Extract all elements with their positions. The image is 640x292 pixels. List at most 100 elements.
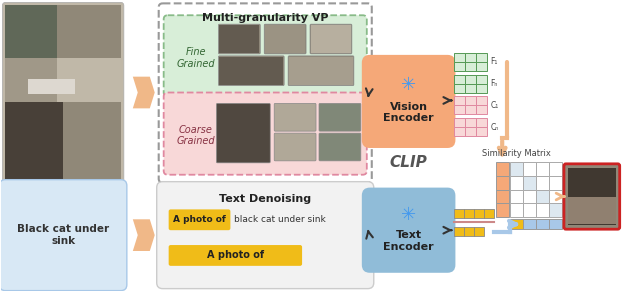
Polygon shape bbox=[133, 219, 155, 251]
Bar bbox=[510, 162, 523, 176]
Bar bbox=[523, 162, 536, 176]
Polygon shape bbox=[133, 77, 155, 108]
Bar bbox=[465, 84, 476, 93]
Bar bbox=[474, 227, 484, 236]
Bar bbox=[58, 5, 121, 58]
FancyBboxPatch shape bbox=[274, 133, 316, 161]
Bar bbox=[465, 53, 476, 62]
Bar bbox=[454, 96, 465, 105]
FancyBboxPatch shape bbox=[264, 24, 306, 54]
Bar bbox=[465, 62, 476, 71]
Bar bbox=[474, 209, 484, 218]
Bar bbox=[220, 25, 259, 53]
FancyBboxPatch shape bbox=[564, 164, 620, 229]
Bar bbox=[454, 75, 465, 84]
FancyBboxPatch shape bbox=[218, 24, 260, 54]
FancyBboxPatch shape bbox=[3, 2, 124, 185]
Bar bbox=[523, 176, 536, 190]
FancyBboxPatch shape bbox=[274, 103, 316, 131]
Bar bbox=[220, 57, 283, 85]
Text: Fₙ: Fₙ bbox=[490, 79, 498, 88]
Bar bbox=[549, 219, 562, 229]
FancyBboxPatch shape bbox=[159, 4, 372, 183]
Bar bbox=[5, 58, 58, 102]
Bar bbox=[549, 204, 562, 217]
Bar bbox=[536, 190, 549, 204]
FancyBboxPatch shape bbox=[0, 180, 127, 291]
Bar bbox=[523, 219, 536, 229]
FancyBboxPatch shape bbox=[319, 133, 361, 161]
Bar bbox=[476, 105, 487, 114]
Bar bbox=[465, 96, 476, 105]
Bar bbox=[465, 127, 476, 136]
Bar bbox=[265, 25, 305, 53]
Bar bbox=[549, 176, 562, 190]
Bar bbox=[549, 162, 562, 176]
Bar bbox=[484, 209, 494, 218]
FancyBboxPatch shape bbox=[164, 93, 367, 175]
Bar bbox=[465, 118, 476, 127]
Bar bbox=[523, 204, 536, 217]
Bar bbox=[536, 204, 549, 217]
Bar bbox=[28, 79, 75, 93]
FancyBboxPatch shape bbox=[319, 103, 361, 131]
Text: black cat under sink: black cat under sink bbox=[234, 215, 326, 224]
Bar bbox=[454, 118, 465, 127]
Bar bbox=[465, 105, 476, 114]
Bar bbox=[465, 75, 476, 84]
Bar bbox=[523, 190, 536, 204]
Bar bbox=[536, 219, 549, 229]
Text: C₁: C₁ bbox=[490, 101, 499, 110]
FancyBboxPatch shape bbox=[169, 209, 230, 230]
Bar bbox=[476, 84, 487, 93]
Text: Text
Encoder: Text Encoder bbox=[383, 230, 434, 252]
Bar bbox=[454, 62, 465, 71]
Text: Cₙ: Cₙ bbox=[490, 123, 499, 132]
FancyBboxPatch shape bbox=[362, 55, 456, 148]
Bar bbox=[510, 190, 523, 204]
Text: Multi-granularity VP: Multi-granularity VP bbox=[202, 13, 328, 23]
Bar bbox=[63, 102, 121, 182]
FancyBboxPatch shape bbox=[310, 24, 352, 54]
Text: Text Denoising: Text Denoising bbox=[219, 194, 311, 204]
Bar bbox=[476, 118, 487, 127]
Bar bbox=[536, 162, 549, 176]
FancyBboxPatch shape bbox=[169, 245, 302, 266]
Text: ✳: ✳ bbox=[401, 76, 416, 94]
FancyBboxPatch shape bbox=[157, 182, 374, 288]
Bar bbox=[510, 176, 523, 190]
Text: Fine
Grained: Fine Grained bbox=[176, 47, 215, 69]
Bar bbox=[465, 227, 474, 236]
Text: Black cat under
sink: Black cat under sink bbox=[17, 224, 109, 246]
Bar bbox=[496, 190, 509, 204]
Bar bbox=[465, 209, 474, 218]
Bar bbox=[568, 197, 616, 224]
Bar bbox=[476, 75, 487, 84]
FancyBboxPatch shape bbox=[218, 56, 284, 86]
Text: CLIP: CLIP bbox=[390, 155, 428, 170]
Bar bbox=[510, 204, 523, 217]
Bar bbox=[536, 176, 549, 190]
Bar bbox=[568, 168, 616, 225]
Bar bbox=[476, 53, 487, 62]
Bar bbox=[454, 53, 465, 62]
Bar bbox=[496, 176, 509, 190]
Text: F₁: F₁ bbox=[490, 57, 498, 66]
Bar bbox=[496, 204, 509, 217]
Text: Coarse
Grained: Coarse Grained bbox=[176, 125, 215, 146]
Bar bbox=[454, 84, 465, 93]
Bar bbox=[549, 190, 562, 204]
FancyBboxPatch shape bbox=[164, 15, 367, 96]
Bar bbox=[476, 62, 487, 71]
Bar bbox=[454, 127, 465, 136]
Bar bbox=[510, 219, 523, 229]
Text: Vision
Encoder: Vision Encoder bbox=[383, 102, 434, 123]
Bar bbox=[454, 227, 465, 236]
FancyBboxPatch shape bbox=[216, 103, 270, 163]
FancyBboxPatch shape bbox=[288, 56, 354, 86]
Text: A photo of: A photo of bbox=[173, 215, 226, 224]
Bar bbox=[454, 105, 465, 114]
Text: Similarity Matrix: Similarity Matrix bbox=[482, 150, 550, 159]
Bar bbox=[476, 127, 487, 136]
Bar bbox=[5, 102, 63, 182]
